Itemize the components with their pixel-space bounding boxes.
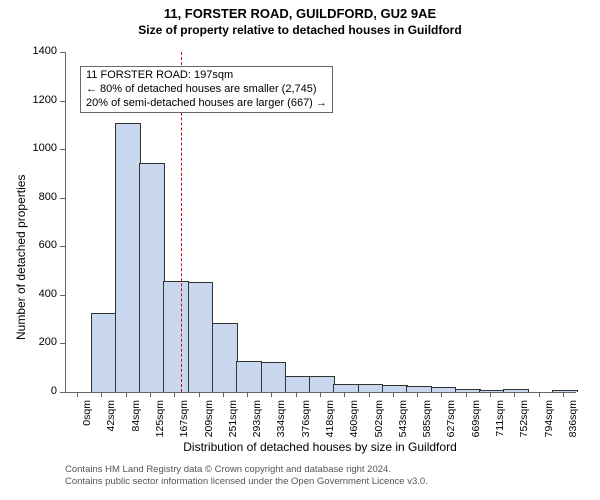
histogram-bar (382, 385, 408, 392)
x-tick-mark (466, 392, 467, 397)
y-tick-mark (60, 246, 65, 247)
x-tick-mark (514, 392, 515, 397)
annotation-box: 11 FORSTER ROAD: 197sqm← 80% of detached… (80, 66, 333, 113)
y-tick-mark (60, 52, 65, 53)
x-tick-mark (320, 392, 321, 397)
y-tick-mark (60, 101, 65, 102)
x-tick-mark (417, 392, 418, 397)
histogram-bar (479, 390, 505, 392)
x-tick-label: 585sqm (421, 400, 433, 444)
x-tick-mark (441, 392, 442, 397)
x-tick-label: 836sqm (567, 400, 579, 444)
x-tick-mark (271, 392, 272, 397)
x-tick-mark (296, 392, 297, 397)
y-tick-label: 1000 (25, 142, 57, 154)
footer-attribution: Contains HM Land Registry data © Crown c… (65, 464, 428, 489)
x-tick-label: 794sqm (543, 400, 555, 444)
x-tick-label: 293sqm (251, 400, 263, 444)
x-tick-mark (77, 392, 78, 397)
x-tick-mark (223, 392, 224, 397)
chart-title: 11, FORSTER ROAD, GUILDFORD, GU2 9AE (0, 0, 600, 21)
histogram-bar (503, 389, 529, 392)
x-tick-mark (539, 392, 540, 397)
histogram-bar (455, 389, 481, 392)
histogram-bar (431, 387, 457, 392)
plot-area: 11 FORSTER ROAD: 197sqm← 80% of detached… (65, 52, 576, 393)
x-tick-label: 42sqm (105, 400, 117, 444)
footer-line-1: Contains HM Land Registry data © Crown c… (65, 464, 428, 476)
x-tick-label: 711sqm (494, 400, 506, 444)
y-tick-mark (60, 392, 65, 393)
y-tick-label: 0 (25, 385, 57, 397)
y-tick-label: 1200 (25, 94, 57, 106)
y-tick-label: 1400 (25, 45, 57, 57)
y-tick-label: 400 (25, 288, 57, 300)
annotation-line: ← 80% of detached houses are smaller (2,… (86, 83, 327, 97)
x-tick-label: 460sqm (348, 400, 360, 444)
histogram-bar (285, 376, 311, 392)
histogram-bar (115, 123, 141, 392)
x-tick-mark (369, 392, 370, 397)
histogram-bar (163, 281, 189, 393)
x-tick-mark (563, 392, 564, 397)
x-tick-label: 84sqm (130, 400, 142, 444)
x-tick-label: 543sqm (397, 400, 409, 444)
x-tick-mark (344, 392, 345, 397)
y-tick-mark (60, 343, 65, 344)
histogram-bar (406, 386, 432, 392)
annotation-line: 20% of semi-detached houses are larger (… (86, 97, 327, 111)
y-tick-mark (60, 295, 65, 296)
histogram-bar (261, 362, 287, 392)
x-tick-mark (247, 392, 248, 397)
y-tick-mark (60, 198, 65, 199)
x-tick-label: 418sqm (324, 400, 336, 444)
histogram-bar (212, 323, 238, 392)
histogram-bar (552, 390, 578, 392)
x-tick-mark (101, 392, 102, 397)
x-tick-mark (199, 392, 200, 397)
histogram-bar (188, 282, 214, 392)
histogram-bar (91, 313, 117, 392)
x-tick-mark (126, 392, 127, 397)
x-tick-label: 209sqm (203, 400, 215, 444)
x-tick-label: 0sqm (81, 400, 93, 444)
x-tick-label: 627sqm (445, 400, 457, 444)
y-tick-label: 600 (25, 239, 57, 251)
histogram-bar (236, 361, 262, 392)
x-tick-label: 502sqm (373, 400, 385, 444)
x-tick-label: 125sqm (154, 400, 166, 444)
x-tick-mark (393, 392, 394, 397)
x-tick-label: 167sqm (178, 400, 190, 444)
x-tick-label: 334sqm (275, 400, 287, 444)
histogram-bar (309, 376, 335, 392)
x-tick-label: 752sqm (518, 400, 530, 444)
y-tick-label: 800 (25, 191, 57, 203)
x-tick-mark (490, 392, 491, 397)
x-tick-label: 251sqm (227, 400, 239, 444)
chart-container: 11, FORSTER ROAD, GUILDFORD, GU2 9AE Siz… (0, 0, 600, 500)
footer-line-2: Contains public sector information licen… (65, 476, 428, 488)
x-tick-label: 376sqm (300, 400, 312, 444)
histogram-bar (333, 384, 359, 392)
y-tick-mark (60, 149, 65, 150)
y-tick-label: 200 (25, 336, 57, 348)
x-tick-label: 669sqm (470, 400, 482, 444)
annotation-line: 11 FORSTER ROAD: 197sqm (86, 69, 327, 83)
histogram-bar (139, 163, 165, 392)
histogram-bar (358, 384, 384, 392)
x-tick-mark (150, 392, 151, 397)
x-tick-mark (174, 392, 175, 397)
chart-subtitle: Size of property relative to detached ho… (0, 23, 600, 37)
